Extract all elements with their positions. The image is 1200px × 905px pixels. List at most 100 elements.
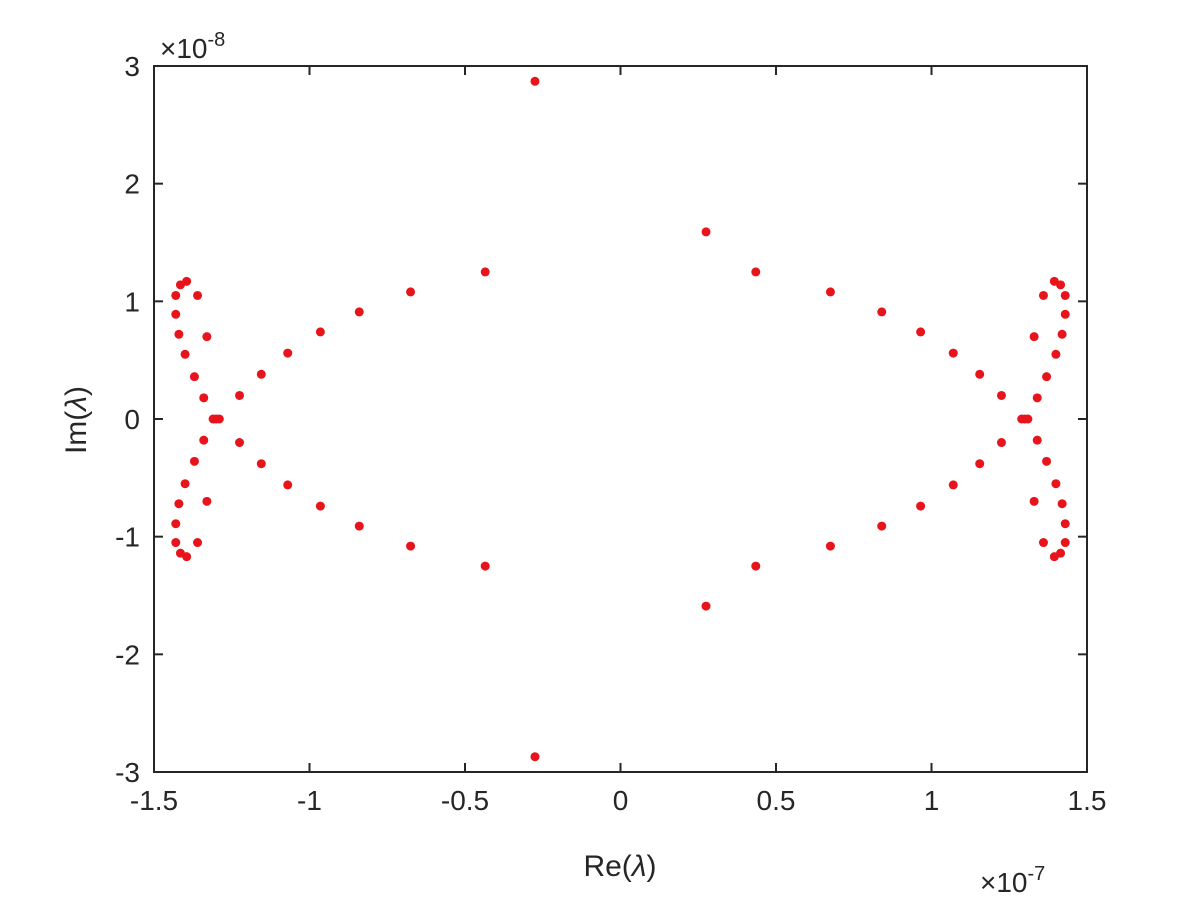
x-tick-label: 0 — [613, 785, 629, 816]
data-point — [235, 438, 245, 448]
data-point — [1049, 276, 1059, 286]
data-point — [1049, 552, 1059, 562]
data-point — [530, 752, 540, 762]
plot-frame — [153, 65, 1088, 773]
data-point — [182, 276, 192, 286]
data-point — [916, 501, 926, 511]
y-tick-label: -3 — [115, 757, 140, 788]
data-point — [825, 287, 835, 297]
data-point — [948, 348, 958, 358]
data-point — [996, 438, 1006, 448]
data-point — [354, 307, 364, 317]
data-point — [701, 601, 711, 611]
data-point — [1029, 496, 1039, 506]
data-point — [916, 327, 926, 337]
data-point — [1032, 435, 1042, 445]
data-point — [171, 538, 181, 548]
x-tick-label: 1.5 — [1068, 785, 1107, 816]
data-point — [1060, 309, 1070, 319]
data-point — [975, 459, 985, 469]
data-point — [208, 414, 218, 424]
y-label-base: Im( — [60, 411, 93, 454]
data-point — [171, 519, 181, 529]
data-point — [202, 496, 212, 506]
y-axis-label: Im(λ) — [60, 386, 93, 454]
y-multiplier-exponent: -8 — [208, 29, 226, 51]
data-point — [180, 479, 190, 489]
y-tick-label: -1 — [115, 522, 140, 553]
data-point — [701, 227, 711, 237]
data-point — [1057, 499, 1067, 509]
data-point — [1060, 519, 1070, 529]
data-point — [406, 541, 416, 551]
x-label-symbol: λ — [630, 850, 647, 883]
x-label-base: Re( — [583, 850, 631, 883]
x-tick-label: -1.5 — [130, 785, 178, 816]
data-point — [256, 369, 266, 379]
x-tick-label: -1 — [297, 785, 322, 816]
data-point — [751, 561, 761, 571]
x-tick-label: 1 — [924, 785, 940, 816]
data-point — [283, 348, 293, 358]
data-point — [1057, 329, 1067, 339]
x-label-close: ) — [647, 850, 657, 883]
data-point — [1060, 290, 1070, 300]
x-multiplier-base: ×10 — [980, 867, 1028, 898]
data-point — [1038, 538, 1048, 548]
y-tick-label: 0 — [124, 404, 140, 435]
data-point — [480, 267, 490, 277]
data-point — [948, 480, 958, 490]
y-tick-label: 1 — [124, 286, 140, 317]
data-point — [1042, 456, 1052, 466]
data-point — [193, 538, 203, 548]
data-point — [975, 369, 985, 379]
data-point — [315, 327, 325, 337]
data-point — [315, 501, 325, 511]
data-point — [174, 499, 184, 509]
data-point — [354, 521, 364, 531]
y-multiplier-base: ×10 — [160, 33, 208, 64]
data-point — [480, 561, 490, 571]
data-point — [1032, 393, 1042, 403]
x-multiplier-exponent: -7 — [1028, 863, 1046, 885]
data-point — [171, 309, 181, 319]
data-point — [256, 459, 266, 469]
data-point — [189, 372, 199, 382]
data-point — [1042, 372, 1052, 382]
data-point — [180, 349, 190, 359]
data-point — [1051, 479, 1061, 489]
data-point — [877, 521, 887, 531]
data-point — [1029, 332, 1039, 342]
points-layer — [171, 76, 1070, 762]
x-tick-label: -0.5 — [441, 785, 489, 816]
x-tick-label: 0.5 — [757, 785, 796, 816]
data-point — [174, 329, 184, 339]
data-point — [189, 456, 199, 466]
data-point — [1060, 538, 1070, 548]
tick-labels-layer: -1.5 -1 -0.5 0 0.5 1 1.5 -3 -2 -1 0 1 2 3 — [115, 51, 1106, 816]
data-point — [1051, 349, 1061, 359]
y-axis-multiplier: ×10-8 — [160, 29, 225, 64]
data-point — [235, 390, 245, 400]
data-point — [825, 541, 835, 551]
data-point — [751, 267, 761, 277]
data-point — [1038, 290, 1048, 300]
data-point — [283, 480, 293, 490]
data-point — [182, 552, 192, 562]
y-tick-label: 3 — [124, 51, 140, 82]
x-axis-label: Re(λ) — [583, 850, 656, 883]
data-point — [1023, 414, 1033, 424]
y-label-close: ) — [60, 386, 93, 396]
y-label-symbol: λ — [60, 396, 93, 413]
data-point — [199, 393, 209, 403]
data-point — [996, 390, 1006, 400]
y-tick-label: 2 — [124, 169, 140, 200]
data-point — [877, 307, 887, 317]
data-point — [171, 290, 181, 300]
data-point — [202, 332, 212, 342]
ticks-layer — [153, 65, 1088, 773]
x-axis-multiplier: ×10-7 — [980, 863, 1045, 898]
data-point — [530, 76, 540, 86]
